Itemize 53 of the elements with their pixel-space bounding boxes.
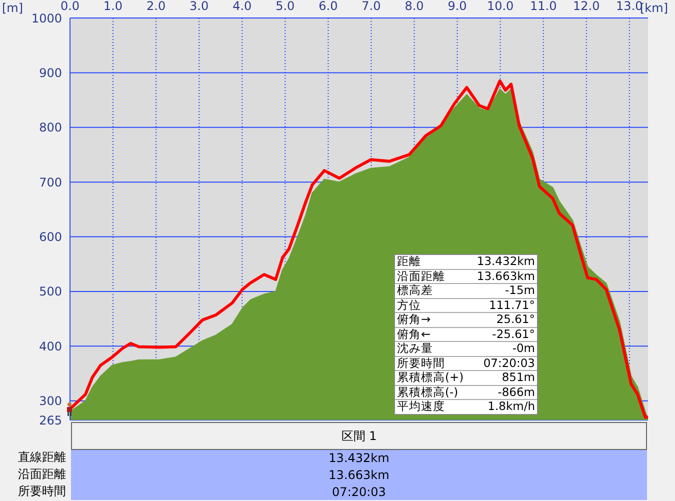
annotation: 方位 bbox=[397, 298, 421, 312]
annotation: -25.61° bbox=[492, 326, 535, 341]
y-tick-label: 600 bbox=[39, 230, 62, 244]
y-tick-label: 400 bbox=[39, 339, 62, 354]
annotation: 俯角← bbox=[397, 326, 431, 341]
x-tick-label: 10.0 bbox=[486, 0, 514, 13]
text: 区間 1 bbox=[71, 422, 647, 450]
x-tick-label: 5.0 bbox=[276, 0, 295, 13]
y-tick-label: 300 bbox=[39, 394, 62, 408]
y-tick-label: 265 bbox=[39, 413, 62, 428]
text: 沿面距離 bbox=[17, 466, 66, 483]
x-tick-label: 6.0 bbox=[318, 0, 338, 13]
annotation: 851m bbox=[502, 370, 535, 384]
x-axis-title: [km] bbox=[640, 1, 668, 15]
x-tick-label: 9.0 bbox=[448, 0, 467, 13]
y-tick-label: 1000 bbox=[31, 11, 62, 26]
x-tick-label: 1.0 bbox=[103, 0, 123, 13]
annotation: 111.71° bbox=[489, 298, 535, 312]
annotation: 13.663km bbox=[476, 268, 535, 283]
x-tick-label: 12.0 bbox=[573, 0, 600, 13]
annotation: 13.432km bbox=[476, 254, 535, 268]
annotation: 俯角→ bbox=[397, 312, 431, 326]
x-tick-label: 8.0 bbox=[404, 0, 424, 13]
annotation: 距離 bbox=[397, 254, 421, 268]
text: 直線距離 bbox=[17, 449, 66, 466]
y-tick-label: 900 bbox=[39, 66, 62, 80]
x-tick-label: 3.0 bbox=[190, 0, 209, 13]
annotation: 沿面距離 bbox=[397, 268, 445, 283]
y-tick-label: 800 bbox=[39, 120, 62, 135]
annotation: 累積標高(+) bbox=[397, 370, 464, 384]
x-tick-label: 0.0 bbox=[60, 0, 80, 13]
annotation: 標高差 bbox=[397, 283, 433, 298]
annotation: 所要時間 bbox=[397, 356, 445, 370]
y-tick-label: 500 bbox=[39, 284, 62, 299]
text: 13.663km bbox=[328, 467, 390, 484]
x-tick-label: 4.0 bbox=[232, 0, 252, 13]
annotation: 累積標高(-) bbox=[397, 384, 458, 399]
annotation: 25.61° bbox=[496, 312, 535, 326]
text: 13.432km bbox=[328, 450, 390, 467]
y-tick-label: 700 bbox=[39, 175, 62, 190]
x-tick-label: 7.0 bbox=[362, 0, 381, 13]
x-tick-label: 11.0 bbox=[530, 0, 557, 13]
y-axis-title: [m] bbox=[2, 1, 24, 15]
text: 所要時間 bbox=[17, 483, 66, 500]
annotation: -866m bbox=[498, 384, 535, 399]
annotation: 07:20:03 bbox=[483, 356, 535, 370]
annotation: -0m bbox=[512, 341, 535, 356]
annotation: 沈み量 bbox=[397, 341, 433, 356]
annotation: 1.8km/h bbox=[488, 399, 535, 414]
text: 07:20:03 bbox=[331, 484, 387, 501]
annotation: 平均速度 bbox=[397, 399, 445, 414]
annotation: -15m bbox=[505, 283, 535, 298]
x-tick-label: 2.0 bbox=[146, 0, 166, 13]
